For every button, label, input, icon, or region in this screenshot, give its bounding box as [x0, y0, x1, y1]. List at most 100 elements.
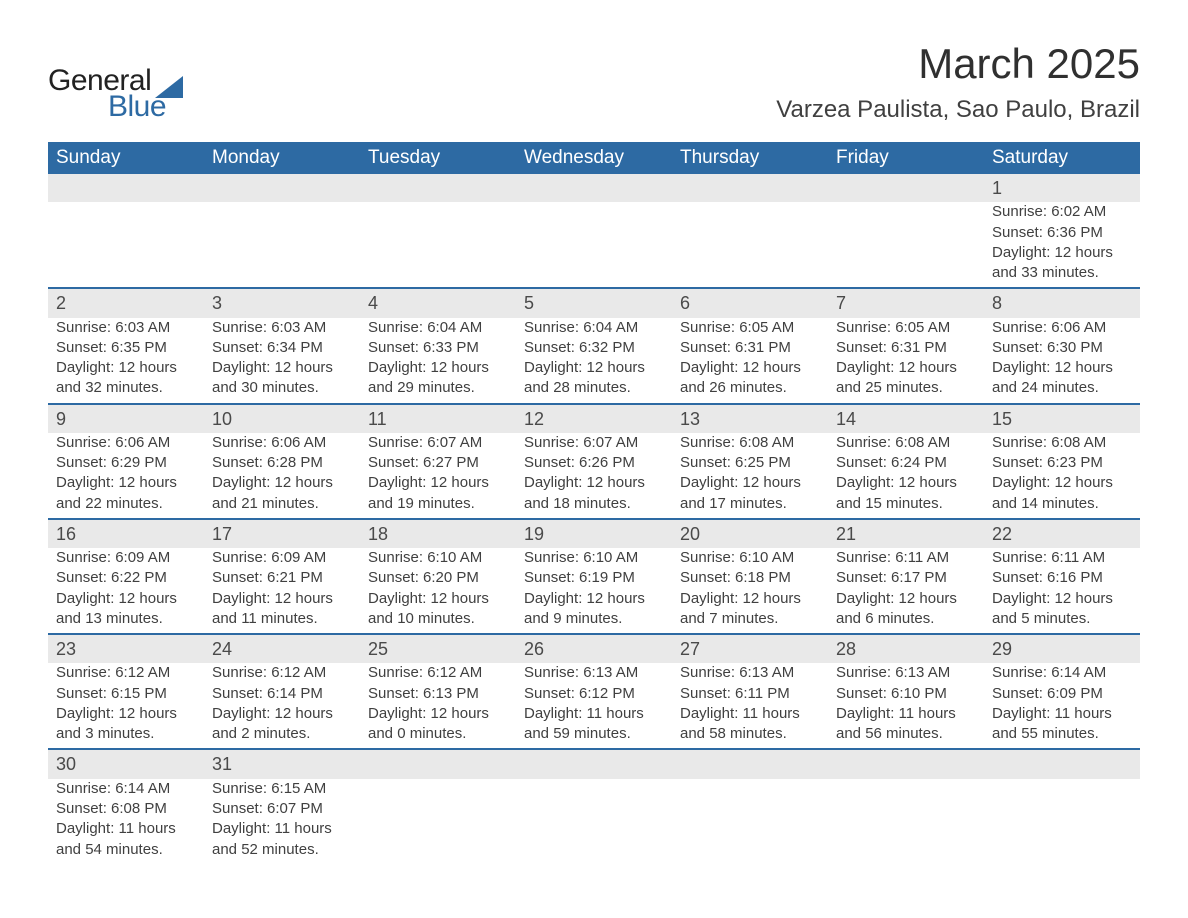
- dl1-text: Daylight: 12 hours: [680, 589, 820, 609]
- sunrise-text: Sunrise: 6:06 AM: [212, 433, 352, 453]
- daynum-row: 2345678: [48, 288, 1140, 317]
- dl1-text: Daylight: 12 hours: [524, 473, 664, 493]
- sunrise-text: Sunrise: 6:06 AM: [992, 318, 1132, 338]
- day-number-cell: [516, 749, 672, 778]
- day-detail-cell: [672, 202, 828, 288]
- dl2-text: and 33 minutes.: [992, 263, 1132, 283]
- dl2-text: and 56 minutes.: [836, 724, 976, 744]
- sunset-text: Sunset: 6:33 PM: [368, 338, 508, 358]
- day-detail-cell: Sunrise: 6:02 AMSunset: 6:36 PMDaylight:…: [984, 202, 1140, 288]
- day-detail-cell: Sunrise: 6:10 AMSunset: 6:19 PMDaylight:…: [516, 548, 672, 634]
- dl2-text: and 6 minutes.: [836, 609, 976, 629]
- dl1-text: Daylight: 11 hours: [212, 819, 352, 839]
- sunset-text: Sunset: 6:19 PM: [524, 568, 664, 588]
- dl1-text: Daylight: 12 hours: [368, 589, 508, 609]
- sunset-text: Sunset: 6:09 PM: [992, 684, 1132, 704]
- day-number-cell: 26: [516, 634, 672, 663]
- day-detail-cell: [516, 202, 672, 288]
- day-number-cell: [672, 174, 828, 202]
- dl2-text: and 21 minutes.: [212, 494, 352, 514]
- sunset-text: Sunset: 6:24 PM: [836, 453, 976, 473]
- day-number-cell: [48, 174, 204, 202]
- day-number-cell: 30: [48, 749, 204, 778]
- day-detail-cell: Sunrise: 6:09 AMSunset: 6:22 PMDaylight:…: [48, 548, 204, 634]
- dl2-text: and 14 minutes.: [992, 494, 1132, 514]
- dl1-text: Daylight: 12 hours: [212, 473, 352, 493]
- day-detail-cell: Sunrise: 6:06 AMSunset: 6:29 PMDaylight:…: [48, 433, 204, 519]
- dl2-text: and 32 minutes.: [56, 378, 196, 398]
- sunrise-text: Sunrise: 6:08 AM: [992, 433, 1132, 453]
- dl1-text: Daylight: 12 hours: [56, 473, 196, 493]
- sunrise-text: Sunrise: 6:12 AM: [212, 663, 352, 683]
- weekday-header: Monday: [204, 142, 360, 174]
- dl2-text: and 0 minutes.: [368, 724, 508, 744]
- sunrise-text: Sunrise: 6:04 AM: [524, 318, 664, 338]
- sunrise-text: Sunrise: 6:10 AM: [680, 548, 820, 568]
- sunrise-text: Sunrise: 6:03 AM: [56, 318, 196, 338]
- dl1-text: Daylight: 12 hours: [212, 358, 352, 378]
- sunset-text: Sunset: 6:08 PM: [56, 799, 196, 819]
- dl1-text: Daylight: 12 hours: [56, 704, 196, 724]
- logo: General Blue: [48, 64, 183, 124]
- day-number-cell: 11: [360, 404, 516, 433]
- sunrise-text: Sunrise: 6:07 AM: [368, 433, 508, 453]
- day-number-cell: 12: [516, 404, 672, 433]
- dl1-text: Daylight: 12 hours: [524, 358, 664, 378]
- sunset-text: Sunset: 6:07 PM: [212, 799, 352, 819]
- dl2-text: and 29 minutes.: [368, 378, 508, 398]
- sunrise-text: Sunrise: 6:05 AM: [680, 318, 820, 338]
- sunset-text: Sunset: 6:22 PM: [56, 568, 196, 588]
- day-detail-cell: Sunrise: 6:04 AMSunset: 6:32 PMDaylight:…: [516, 318, 672, 404]
- day-detail-cell: Sunrise: 6:13 AMSunset: 6:10 PMDaylight:…: [828, 663, 984, 749]
- sunset-text: Sunset: 6:29 PM: [56, 453, 196, 473]
- day-detail-cell: Sunrise: 6:13 AMSunset: 6:11 PMDaylight:…: [672, 663, 828, 749]
- sunrise-text: Sunrise: 6:04 AM: [368, 318, 508, 338]
- sunset-text: Sunset: 6:30 PM: [992, 338, 1132, 358]
- dl1-text: Daylight: 12 hours: [992, 243, 1132, 263]
- sunset-text: Sunset: 6:11 PM: [680, 684, 820, 704]
- day-detail-cell: Sunrise: 6:05 AMSunset: 6:31 PMDaylight:…: [828, 318, 984, 404]
- sunset-text: Sunset: 6:25 PM: [680, 453, 820, 473]
- day-number-cell: 24: [204, 634, 360, 663]
- sunrise-text: Sunrise: 6:15 AM: [212, 779, 352, 799]
- dl1-text: Daylight: 11 hours: [836, 704, 976, 724]
- dl1-text: Daylight: 11 hours: [524, 704, 664, 724]
- dl2-text: and 7 minutes.: [680, 609, 820, 629]
- day-detail-cell: Sunrise: 6:12 AMSunset: 6:13 PMDaylight:…: [360, 663, 516, 749]
- day-detail-cell: Sunrise: 6:11 AMSunset: 6:17 PMDaylight:…: [828, 548, 984, 634]
- sunrise-text: Sunrise: 6:09 AM: [212, 548, 352, 568]
- sunset-text: Sunset: 6:31 PM: [680, 338, 820, 358]
- sunrise-text: Sunrise: 6:12 AM: [368, 663, 508, 683]
- day-number-cell: 19: [516, 519, 672, 548]
- day-detail-cell: Sunrise: 6:04 AMSunset: 6:33 PMDaylight:…: [360, 318, 516, 404]
- title-block: March 2025 Varzea Paulista, Sao Paulo, B…: [776, 40, 1140, 124]
- weekday-header: Wednesday: [516, 142, 672, 174]
- daynum-row: 23242526272829: [48, 634, 1140, 663]
- day-detail-cell: Sunrise: 6:10 AMSunset: 6:20 PMDaylight:…: [360, 548, 516, 634]
- day-number-cell: 2: [48, 288, 204, 317]
- day-number-cell: 17: [204, 519, 360, 548]
- day-detail-cell: Sunrise: 6:06 AMSunset: 6:28 PMDaylight:…: [204, 433, 360, 519]
- day-detail-row: Sunrise: 6:06 AMSunset: 6:29 PMDaylight:…: [48, 433, 1140, 519]
- sunset-text: Sunset: 6:28 PM: [212, 453, 352, 473]
- sunset-text: Sunset: 6:20 PM: [368, 568, 508, 588]
- sunset-text: Sunset: 6:12 PM: [524, 684, 664, 704]
- day-number-cell: 5: [516, 288, 672, 317]
- day-detail-cell: Sunrise: 6:06 AMSunset: 6:30 PMDaylight:…: [984, 318, 1140, 404]
- sunrise-text: Sunrise: 6:09 AM: [56, 548, 196, 568]
- sunrise-text: Sunrise: 6:06 AM: [56, 433, 196, 453]
- sunset-text: Sunset: 6:21 PM: [212, 568, 352, 588]
- day-detail-cell: [360, 779, 516, 864]
- dl1-text: Daylight: 11 hours: [56, 819, 196, 839]
- day-detail-cell: Sunrise: 6:09 AMSunset: 6:21 PMDaylight:…: [204, 548, 360, 634]
- sunrise-text: Sunrise: 6:10 AM: [524, 548, 664, 568]
- day-number-cell: [360, 749, 516, 778]
- dl1-text: Daylight: 12 hours: [836, 589, 976, 609]
- sunset-text: Sunset: 6:26 PM: [524, 453, 664, 473]
- sunrise-text: Sunrise: 6:03 AM: [212, 318, 352, 338]
- daynum-row: 9101112131415: [48, 404, 1140, 433]
- dl2-text: and 15 minutes.: [836, 494, 976, 514]
- day-detail-cell: [360, 202, 516, 288]
- sunrise-text: Sunrise: 6:14 AM: [56, 779, 196, 799]
- daynum-row: 16171819202122: [48, 519, 1140, 548]
